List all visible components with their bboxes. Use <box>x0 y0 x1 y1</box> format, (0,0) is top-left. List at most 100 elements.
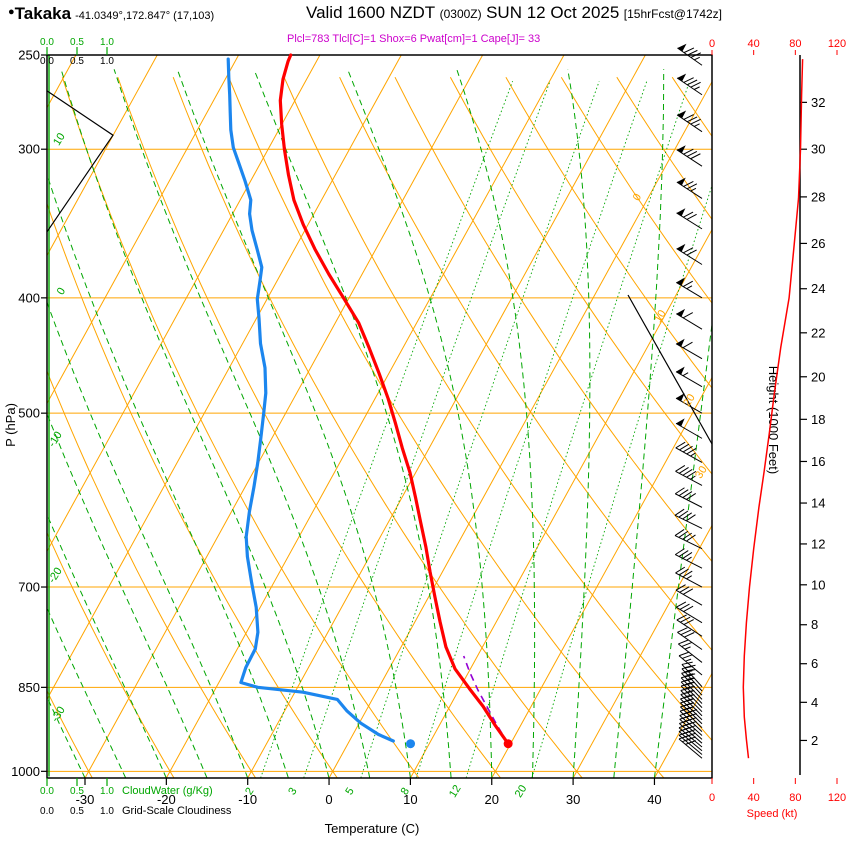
svg-text:0.0: 0.0 <box>40 786 54 797</box>
svg-text:Grid-Scale Cloudiness: Grid-Scale Cloudiness <box>122 805 232 817</box>
header: ●Takaka -41.0349°,172.847° (17,103) Valid… <box>0 0 850 50</box>
dry-adiabats <box>47 76 712 778</box>
svg-text:18: 18 <box>811 412 825 427</box>
svg-text:250: 250 <box>18 48 40 63</box>
surface-dewpoint-dot <box>406 739 416 749</box>
svg-text:32: 32 <box>811 95 825 110</box>
svg-text:24: 24 <box>811 281 825 296</box>
boundary <box>627 294 713 445</box>
svg-text:2: 2 <box>243 786 256 798</box>
svg-text:1.0: 1.0 <box>100 806 114 817</box>
stability-indices: Plcl=783 Tlcl[C]=1 Shox=6 Pwat[cm]=1 Cap… <box>287 33 541 45</box>
svg-text:0: 0 <box>631 192 644 204</box>
cloud-scale-axes: 0.0 0.0 0.0 0.0 0.5 0.5 0.5 0.5 1.0 1.0 1.0 1.0 Clou… <box>40 37 232 817</box>
svg-text:20: 20 <box>513 783 530 800</box>
valid-zulu: (0300Z) <box>439 7 482 21</box>
svg-text:10: 10 <box>652 308 669 325</box>
svg-text:20: 20 <box>681 392 698 409</box>
svg-text:1000: 1000 <box>11 764 40 779</box>
station-coords: -41.0349°,172.847° (17,103) <box>75 10 215 22</box>
svg-text:Speed (kt): Speed (kt) <box>747 808 798 820</box>
isotherms <box>47 55 712 778</box>
dewpoint <box>226 57 395 743</box>
svg-text:30: 30 <box>693 464 710 481</box>
svg-text:0.5: 0.5 <box>70 56 84 67</box>
svg-text:0: 0 <box>709 792 715 804</box>
surface-temperature-dot <box>503 739 513 749</box>
valid-date: SUN 12 Oct 2025 <box>486 3 620 22</box>
svg-text:1.0: 1.0 <box>100 786 114 797</box>
svg-text:8: 8 <box>399 786 412 798</box>
svg-text:850: 850 <box>18 680 40 695</box>
svg-text:16: 16 <box>811 454 825 469</box>
svg-text:20: 20 <box>485 792 499 807</box>
svg-text:5: 5 <box>343 786 356 798</box>
svg-text:28: 28 <box>811 189 825 204</box>
svg-text:0.5: 0.5 <box>70 806 84 817</box>
station-bullet-icon: ● <box>8 6 15 18</box>
svg-text:1.0: 1.0 <box>100 56 114 67</box>
svg-text:-20: -20 <box>157 792 176 807</box>
svg-text:0.5: 0.5 <box>70 786 84 797</box>
right-boundary-line <box>627 294 713 445</box>
svg-text:400: 400 <box>18 290 40 305</box>
svg-text:500: 500 <box>18 406 40 421</box>
svg-text:26: 26 <box>811 236 825 251</box>
svg-text:-30: -30 <box>49 704 68 724</box>
svg-text:300: 300 <box>18 142 40 157</box>
station-line: ●Takaka -41.0349°,172.847° (17,103) <box>8 4 214 24</box>
svg-text:30: 30 <box>811 142 825 157</box>
svg-text:3: 3 <box>286 786 299 798</box>
svg-text:4: 4 <box>811 695 818 710</box>
svg-text:0.0: 0.0 <box>40 56 54 67</box>
svg-text:2: 2 <box>811 733 818 748</box>
svg-text:40: 40 <box>748 38 760 50</box>
svg-text:0: 0 <box>709 38 715 50</box>
svg-text:0: 0 <box>325 792 332 807</box>
speed-profile <box>742 59 804 759</box>
mixing-ratio-labels: 2 3 5 8 12 20 <box>243 783 529 800</box>
speed-axis: 0 0 40 40 80 80 120 120 Speed (kt) <box>709 38 846 820</box>
svg-text:CloudWater (g/Kg): CloudWater (g/Kg) <box>122 785 213 797</box>
station-name: Takaka <box>14 4 72 23</box>
svg-text:10: 10 <box>51 131 68 148</box>
dewpoint-curve <box>226 57 395 743</box>
svg-text:80: 80 <box>789 38 801 50</box>
cloudiness-profile <box>46 90 114 233</box>
temperature-curve <box>278 53 510 746</box>
svg-text:0.5: 0.5 <box>70 37 84 48</box>
svg-text:10: 10 <box>811 577 825 592</box>
svg-text:12: 12 <box>811 536 825 551</box>
svg-text:Height (1000 Feet): Height (1000 Feet) <box>766 366 781 474</box>
temperature <box>278 53 510 746</box>
svg-text:10: 10 <box>403 792 417 807</box>
svg-text:1.0: 1.0 <box>100 37 114 48</box>
mixing-ratio-lines <box>260 81 712 778</box>
svg-text:-10: -10 <box>238 792 257 807</box>
valid-time: Valid 1600 NZDT <box>306 3 436 22</box>
svg-text:20: 20 <box>811 369 825 384</box>
svg-text:80: 80 <box>789 792 801 804</box>
svg-text:40: 40 <box>647 792 661 807</box>
surface-points <box>406 739 513 749</box>
svg-text:6: 6 <box>811 656 818 671</box>
wind-speed-profile <box>742 59 804 759</box>
svg-text:22: 22 <box>811 325 825 340</box>
svg-text:8: 8 <box>811 617 818 632</box>
svg-text:12: 12 <box>447 783 464 800</box>
svg-text:P (hPa): P (hPa) <box>3 403 18 447</box>
svg-text:120: 120 <box>828 38 846 50</box>
svg-text:0.0: 0.0 <box>40 37 54 48</box>
svg-text:30: 30 <box>566 792 580 807</box>
cloud-profiles <box>46 55 114 777</box>
wind-barbs <box>674 43 703 759</box>
svg-text:Temperature (C): Temperature (C) <box>325 821 420 836</box>
svg-text:0.0: 0.0 <box>40 806 54 817</box>
svg-text:14: 14 <box>811 496 825 511</box>
fcst-tag: [15hrFcst@1742z] <box>623 7 723 21</box>
svg-text:120: 120 <box>828 792 846 804</box>
valid-line: Valid 1600 NZDT (0300Z) SUN 12 Oct 2025 … <box>306 3 722 23</box>
